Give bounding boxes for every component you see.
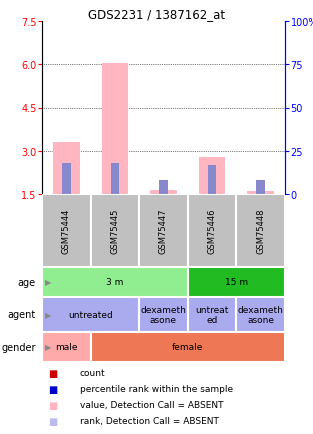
Text: GSM75446: GSM75446 bbox=[208, 208, 217, 253]
Text: GSM75447: GSM75447 bbox=[159, 208, 168, 253]
Text: dexameth
asone: dexameth asone bbox=[238, 305, 284, 325]
Bar bbox=[139, 297, 188, 332]
Text: GSM75448: GSM75448 bbox=[256, 208, 265, 253]
Text: value, Detection Call = ABSENT: value, Detection Call = ABSENT bbox=[80, 401, 223, 410]
Text: ▶: ▶ bbox=[45, 278, 52, 287]
Bar bbox=[236, 297, 285, 332]
Bar bbox=[90, 194, 139, 267]
Text: gender: gender bbox=[1, 342, 36, 352]
Text: female: female bbox=[172, 343, 203, 352]
Text: GSM75444: GSM75444 bbox=[62, 208, 71, 253]
Bar bbox=[139, 194, 188, 267]
Bar bbox=[236, 194, 285, 267]
Text: GDS2231 / 1387162_at: GDS2231 / 1387162_at bbox=[88, 8, 225, 21]
Text: age: age bbox=[18, 277, 36, 287]
Text: ■: ■ bbox=[48, 384, 58, 394]
Text: ■: ■ bbox=[48, 400, 58, 410]
Bar bbox=[62, 164, 71, 194]
Text: 15 m: 15 m bbox=[225, 278, 248, 287]
Text: percentile rank within the sample: percentile rank within the sample bbox=[80, 385, 233, 394]
Bar bbox=[101, 64, 128, 194]
Text: ■: ■ bbox=[48, 368, 58, 378]
Bar bbox=[199, 157, 225, 194]
Bar bbox=[42, 332, 90, 362]
Text: count: count bbox=[80, 368, 105, 378]
Bar bbox=[90, 332, 285, 362]
Text: dexameth
asone: dexameth asone bbox=[141, 305, 187, 325]
Text: 3 m: 3 m bbox=[106, 278, 124, 287]
Text: ▶: ▶ bbox=[45, 310, 52, 319]
Text: ▶: ▶ bbox=[45, 343, 52, 352]
Bar bbox=[53, 143, 80, 194]
Bar bbox=[188, 194, 236, 267]
Bar bbox=[110, 164, 119, 194]
Text: agent: agent bbox=[8, 310, 36, 320]
Text: ■: ■ bbox=[48, 416, 58, 426]
Text: GSM75445: GSM75445 bbox=[110, 208, 119, 253]
Bar bbox=[42, 267, 188, 297]
Text: male: male bbox=[55, 343, 78, 352]
Bar bbox=[159, 181, 168, 194]
Bar bbox=[247, 192, 274, 194]
Bar bbox=[208, 165, 217, 194]
Bar bbox=[42, 297, 139, 332]
Text: untreat
ed: untreat ed bbox=[195, 305, 229, 325]
Text: untreated: untreated bbox=[68, 310, 113, 319]
Bar bbox=[150, 190, 177, 194]
Bar bbox=[256, 181, 265, 194]
Text: rank, Detection Call = ABSENT: rank, Detection Call = ABSENT bbox=[80, 417, 218, 425]
Bar bbox=[188, 267, 285, 297]
Bar bbox=[188, 297, 236, 332]
Bar bbox=[42, 194, 90, 267]
